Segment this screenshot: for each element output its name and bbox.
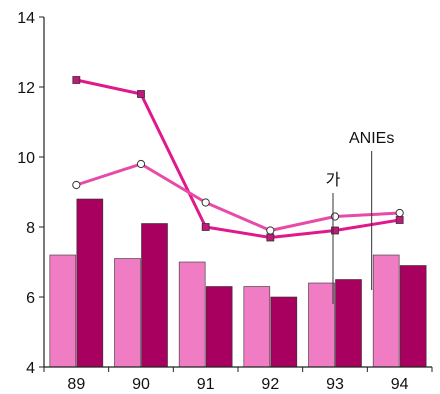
line-series-1 [76, 78, 400, 239]
bar-series-2-92 [270, 296, 298, 368]
x-tick-label-91: 91 [197, 376, 215, 393]
y-tick-label-12: 12 [17, 80, 35, 97]
bar-series-2-93 [335, 279, 362, 368]
line-series-2 [75, 162, 400, 232]
y-tick-label-10: 10 [17, 150, 35, 167]
x-tick-label-89: 89 [67, 376, 85, 393]
line-2-marker-93 [330, 212, 340, 221]
bar-series-1-90 [114, 258, 141, 368]
annotations: 가 ANIEs [326, 130, 394, 304]
line-1-marker-90 [137, 90, 145, 98]
bar-series-1-93 [308, 282, 335, 368]
line-2-marker-90 [136, 159, 146, 169]
line-1-marker-93 [331, 226, 339, 235]
line-2-marker-91 [201, 198, 210, 207]
y-tick-label-4: 4 [26, 360, 35, 377]
line-1-marker-89 [72, 76, 81, 84]
x-tick-label-92: 92 [261, 376, 279, 393]
y-tick-label-8: 8 [26, 220, 35, 237]
bar-series-2-90 [141, 223, 168, 368]
line-1-marker-91 [201, 223, 210, 231]
y-tick-label-14: 14 [17, 10, 35, 27]
bar-series-2-94 [399, 265, 427, 368]
annotation-label-2: ANIEs [349, 130, 394, 147]
annotation-label-1: 가 [326, 171, 341, 189]
line-1-marker-92 [266, 233, 275, 242]
bar-series-2-89 [76, 198, 104, 368]
axes: 4 6 8 10 12 14 89 90 91 92 93 94 [17, 10, 433, 393]
x-tick-label-94: 94 [391, 376, 409, 393]
line-2-marker-92 [266, 226, 275, 235]
bar-series-1-92 [243, 286, 271, 368]
line-1-marker-94 [395, 216, 404, 224]
bar-series-2-91 [205, 286, 233, 368]
line-2-marker-94 [395, 208, 404, 218]
lines-layer [72, 76, 404, 242]
y-tick-label-6: 6 [26, 290, 35, 307]
line-2-marker-89 [72, 180, 81, 190]
bar-series-1-94 [372, 254, 400, 368]
x-tick-label-93: 93 [326, 376, 344, 393]
x-tick-label-90: 90 [132, 376, 150, 393]
bar-series-1-91 [178, 261, 206, 368]
bars-layer [49, 198, 427, 368]
bar-series-1-89 [49, 254, 77, 368]
